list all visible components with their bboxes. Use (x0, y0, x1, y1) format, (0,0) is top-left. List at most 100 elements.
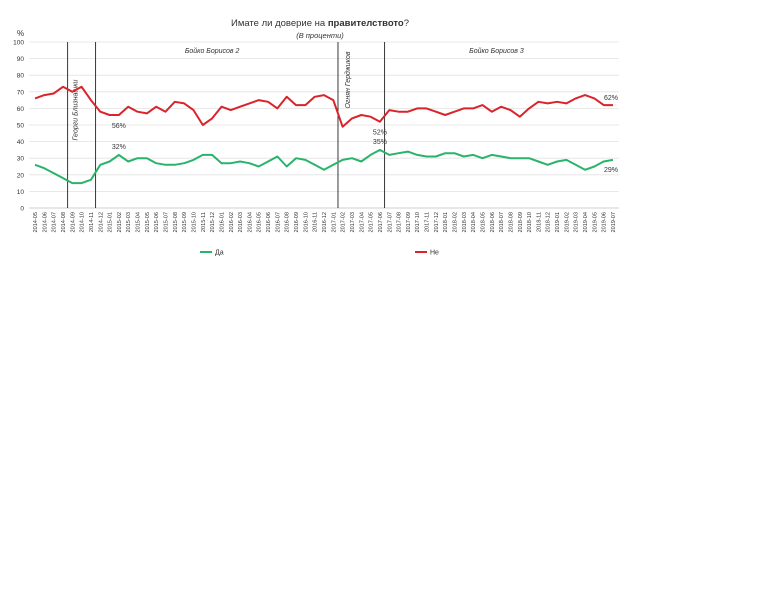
x-tick-label: 2016-04 (247, 212, 253, 233)
chart-title-suffix: ? (404, 18, 409, 29)
x-tick-label: 2016-10 (303, 212, 309, 233)
x-tick-label: 2017-08 (397, 212, 403, 233)
legend-label: Не (430, 250, 439, 257)
x-tick-label: 2017-10 (415, 212, 421, 233)
x-tick-label: 2014-12 (98, 212, 104, 233)
x-tick-label: 2014-05 (33, 212, 39, 233)
y-tick-label: 60 (17, 106, 25, 113)
x-tick-label: 2014-08 (61, 212, 67, 233)
legend: Да Не (200, 250, 439, 257)
x-tick-label: 2014-10 (80, 212, 86, 233)
x-tick-label: 2018-08 (508, 212, 514, 233)
x-tick-label: 2018-02 (453, 212, 459, 233)
x-tick-label: 2016-05 (257, 212, 263, 233)
y-tick-label: 90 (17, 56, 25, 63)
chart-title-emphasis: правителството (328, 18, 404, 29)
x-tick-label: 2017-01 (331, 212, 337, 233)
x-tick-label: 2015-03 (126, 212, 132, 233)
y-tick-label: 10 (17, 189, 25, 196)
x-tick-label: 2016-06 (266, 212, 272, 233)
y-tick-label: 50 (17, 123, 25, 130)
x-tick-label: 2018-07 (499, 212, 505, 233)
y-tick-label: 100 (13, 40, 24, 47)
x-tick-label: 2015-05 (145, 212, 151, 233)
y-tick-label: 70 (17, 89, 25, 96)
x-tick-label: 2017-06 (378, 212, 384, 233)
x-tick-label: 2017-02 (341, 212, 347, 233)
data-label: 35% (373, 139, 387, 146)
y-tick-labels: 0 10 20 30 40 50 60 70 80 90 100 (13, 40, 24, 213)
x-tick-label: 2014-11 (89, 212, 95, 232)
x-tick-label: 2019-04 (583, 212, 589, 233)
chart-subtitle: (В проценти) (296, 31, 344, 40)
x-tick-label: 2015-11 (201, 212, 207, 232)
y-tick-label: 20 (17, 172, 25, 179)
x-tick-label: 2016-02 (229, 212, 235, 233)
chart-title: Имате ли доверие на правителството? (231, 18, 409, 29)
data-label: 52% (373, 130, 387, 137)
period-label: Георги Близнашки (73, 79, 80, 140)
y-axis-label: % (17, 29, 24, 38)
series-lines (34, 85, 614, 185)
x-tick-labels: 2014-05 2014-06 2014-07 2014-08 2014-09 2014-… (33, 212, 617, 233)
x-tick-label: 2015-09 (182, 212, 188, 233)
x-tick-label: 2019-06 (602, 212, 608, 233)
x-tick-label: 2016-09 (294, 212, 300, 233)
x-tick-label: 2015-08 (173, 212, 179, 233)
x-tick-label: 2019-02 (564, 212, 570, 233)
x-tick-label: 2018-05 (480, 212, 486, 233)
chart-title-prefix: Имате ли доверие на (231, 18, 328, 29)
x-tick-label: 2016-01 (219, 212, 225, 233)
x-tick-label: 2018-01 (443, 212, 449, 233)
x-tick-label: 2014-07 (52, 212, 58, 233)
x-tick-label: 2016-12 (322, 212, 328, 233)
x-tick-label: 2019-03 (574, 212, 580, 233)
x-tick-label: 2015-01 (108, 212, 114, 233)
x-tick-label: 2017-05 (369, 212, 375, 233)
x-tick-label: 2014-09 (70, 212, 76, 233)
x-tick-label: 2015-04 (136, 212, 142, 233)
x-tick-label: 2018-10 (527, 212, 533, 233)
x-tick-label: 2018-09 (518, 212, 524, 233)
x-tick-label: 2017-09 (406, 212, 412, 233)
period-label: Огнян Герджиков (344, 51, 352, 108)
y-tick-label: 30 (17, 156, 25, 163)
period-label: Бойко Борисов 2 (185, 47, 240, 55)
x-tick-label: 2017-07 (387, 212, 393, 233)
x-tick-label: 2018-06 (490, 212, 496, 233)
x-tick-label: 2015-06 (154, 212, 160, 233)
x-tick-label: 2016-03 (238, 212, 244, 233)
y-tick-label: 0 (20, 206, 24, 213)
x-tick-label: 2016-07 (275, 212, 281, 233)
data-label: 29% (604, 167, 618, 174)
legend-label: Да (215, 250, 224, 257)
x-tick-label: 2019-05 (592, 212, 598, 233)
x-tick-label: 2015-07 (164, 212, 170, 233)
x-tick-label: 2014-06 (42, 212, 48, 233)
series-line (34, 148, 614, 185)
series-line (34, 85, 613, 128)
data-label: 62% (604, 95, 618, 102)
x-tick-label: 2017-04 (359, 212, 365, 233)
x-tick-label: 2019-07 (611, 212, 617, 233)
x-tick-label: 2018-04 (471, 212, 477, 233)
y-tick-label: 40 (17, 139, 25, 146)
x-tick-label: 2015-02 (117, 212, 123, 233)
data-label: 32% (112, 144, 126, 151)
x-tick-label: 2015-10 (191, 212, 197, 233)
x-tick-label: 2019-01 (555, 212, 561, 233)
period-label: Бойко Борисов 3 (469, 47, 524, 55)
x-tick-label: 2016-08 (285, 212, 291, 233)
period-labels: Георги Близнашки Бойко Борисов 2 Огнян Гер… (73, 47, 524, 140)
x-tick-label: 2018-11 (536, 212, 542, 232)
x-tick-label: 2018-12 (546, 212, 552, 233)
x-tick-label: 2017-03 (350, 212, 356, 233)
x-tick-label: 2017-11 (425, 212, 431, 232)
y-tick-label: 80 (17, 73, 25, 80)
x-tick-label: 2018-03 (462, 212, 468, 233)
data-label: 56% (112, 123, 126, 130)
x-tick-label: 2017-12 (434, 212, 440, 233)
data-annotations: 56% 32% 52% 35% 62% 29% (112, 95, 618, 174)
x-tick-label: 2015-12 (210, 212, 216, 233)
